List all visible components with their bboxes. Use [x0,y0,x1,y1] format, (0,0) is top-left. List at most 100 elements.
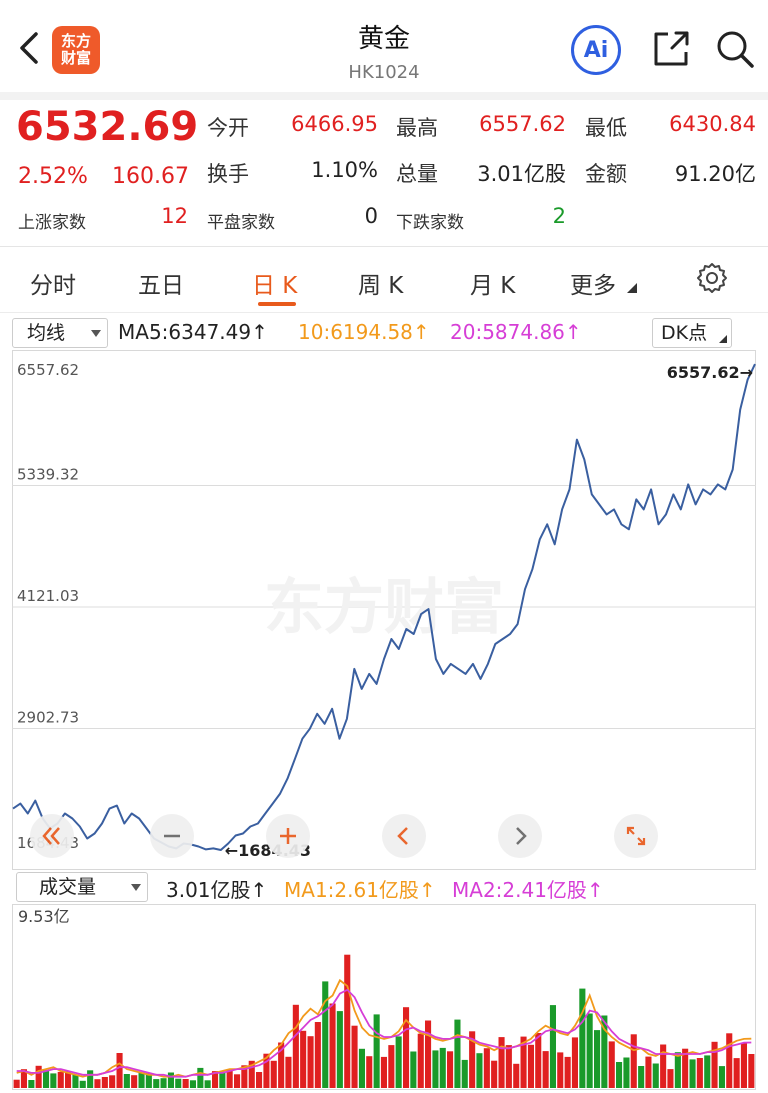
volume-bar [314,1022,321,1088]
low-label: 最低 [585,116,627,140]
change-percent: 2.52% [18,164,88,189]
volume-bar [557,1052,564,1088]
volume-bar [212,1071,219,1088]
volume-max-label: 9.53亿 [18,907,70,926]
volume-bar [256,1072,263,1088]
zoom-in-button[interactable] [266,814,310,858]
search-icon[interactable] [714,28,756,70]
logo-text-top: 东方 [60,32,91,50]
volume-ma1-value: MA1:2.61亿股↑ [284,878,436,902]
low-value: 6430.84 [669,112,756,136]
volume-bar [689,1059,696,1088]
divider [0,92,768,100]
volume-bar [285,1056,292,1088]
tab-more[interactable]: 更多 [570,266,638,300]
volume-bar [43,1070,50,1088]
chevron-left-icon [397,827,408,845]
volume-bar [65,1071,72,1088]
volume-bar [638,1066,645,1088]
volume-bar [410,1051,417,1088]
volume-bar [586,1013,593,1088]
volume-bar [204,1080,211,1088]
last-price: 6532.69 [16,104,199,150]
volume-selector-label: 成交量 [39,876,97,898]
volume-bar [351,1025,358,1088]
tab-five-day[interactable]: 五日 [138,273,184,299]
volume-bar [608,1041,615,1088]
indicator-selector[interactable]: 均线 [12,318,108,348]
volume-bar [549,1005,556,1088]
volume-ma1-line [16,978,752,1078]
volume-indicator-bar: 成交量 3.01亿股↑ MA1:2.61亿股↑ MA2:2.41亿股↑ [0,870,768,904]
volume-bar [189,1080,196,1088]
volume-bar [329,1003,336,1088]
share-icon[interactable] [650,28,692,70]
corner-triangle-icon [627,283,638,293]
fullscreen-button[interactable] [614,814,658,858]
zoom-out-button[interactable] [150,814,194,858]
y-tick-label: 2902.73 [17,708,79,726]
volume-bar [564,1056,571,1088]
plus-icon [280,828,296,844]
volume-bar [380,1056,387,1088]
ai-assistant-button[interactable]: Ai [571,25,621,75]
tab-weekly-k[interactable]: 周 K [358,273,404,299]
volume-bar [623,1057,630,1088]
amount-value: 91.20亿 [674,162,756,186]
volume-bar [109,1075,116,1088]
volume-bar [175,1078,182,1088]
volume-bar [87,1070,94,1088]
volume-bar [28,1080,35,1088]
volume-bar [270,1060,277,1088]
price-line [12,363,756,851]
volume-bar [395,1036,402,1088]
volume-bar [94,1079,101,1088]
advancers-label: 上涨家数 [18,213,86,233]
volume-bar [542,1051,549,1088]
volume-bar [645,1056,652,1088]
volume-bar [417,1033,424,1088]
ma10-value: 10:6194.58↑ [298,320,430,344]
price-chart[interactable]: 东方财富 6557.625339.324121.032902.731684.43… [12,350,756,870]
volume-bar [131,1075,138,1088]
gear-icon[interactable] [696,262,728,294]
logo-text-bottom: 财富 [60,49,91,67]
volume-indicator-selector[interactable]: 成交量 [16,872,148,902]
volume-bar [733,1058,740,1088]
volume-bar [616,1062,623,1088]
open-value: 6466.95 [291,112,378,136]
volume-bar [571,1037,578,1088]
watermark: 东方财富 [264,573,504,643]
tab-monthly-k[interactable]: 月 K [470,273,516,299]
volume-ma2-line [16,988,752,1078]
volume-bar [138,1072,145,1088]
scroll-left-fast-button[interactable] [30,814,74,858]
volume-bar [454,1019,461,1088]
scroll-right-button[interactable] [498,814,542,858]
volume-bar [520,1036,527,1088]
page-title: 黄金 [357,24,410,54]
back-arrow-icon[interactable] [16,30,42,66]
y-tick-label: 6557.62 [17,361,79,379]
volume-chart[interactable]: 9.53亿 [12,904,756,1090]
scroll-left-button[interactable] [382,814,426,858]
period-tabs: 分时 五日 日 K 周 K 月 K 更多 [0,252,768,308]
volume-bar [432,1050,439,1088]
tab-daily-k[interactable]: 日 K [252,273,298,299]
active-tab-indicator [258,302,296,306]
amount-label: 金额 [585,162,627,186]
volume-value: 3.01亿股 [477,162,566,186]
turnover-label: 换手 [207,162,249,186]
top-bar: 东方 财富 黄金 HK1024 Ai [0,0,768,92]
volume-bar [20,1069,27,1088]
chevron-right-icon [516,827,527,845]
volume-bar [491,1060,498,1088]
volume-bar [469,1031,476,1088]
volume-label: 总量 [396,162,438,186]
tab-intraday[interactable]: 分时 [30,273,76,299]
volume-bar [704,1055,711,1088]
eastmoney-logo[interactable]: 东方 财富 [52,26,100,74]
dk-point-toggle[interactable]: DK点 [652,318,732,348]
volume-bar [630,1034,637,1088]
volume-bar [439,1047,446,1088]
